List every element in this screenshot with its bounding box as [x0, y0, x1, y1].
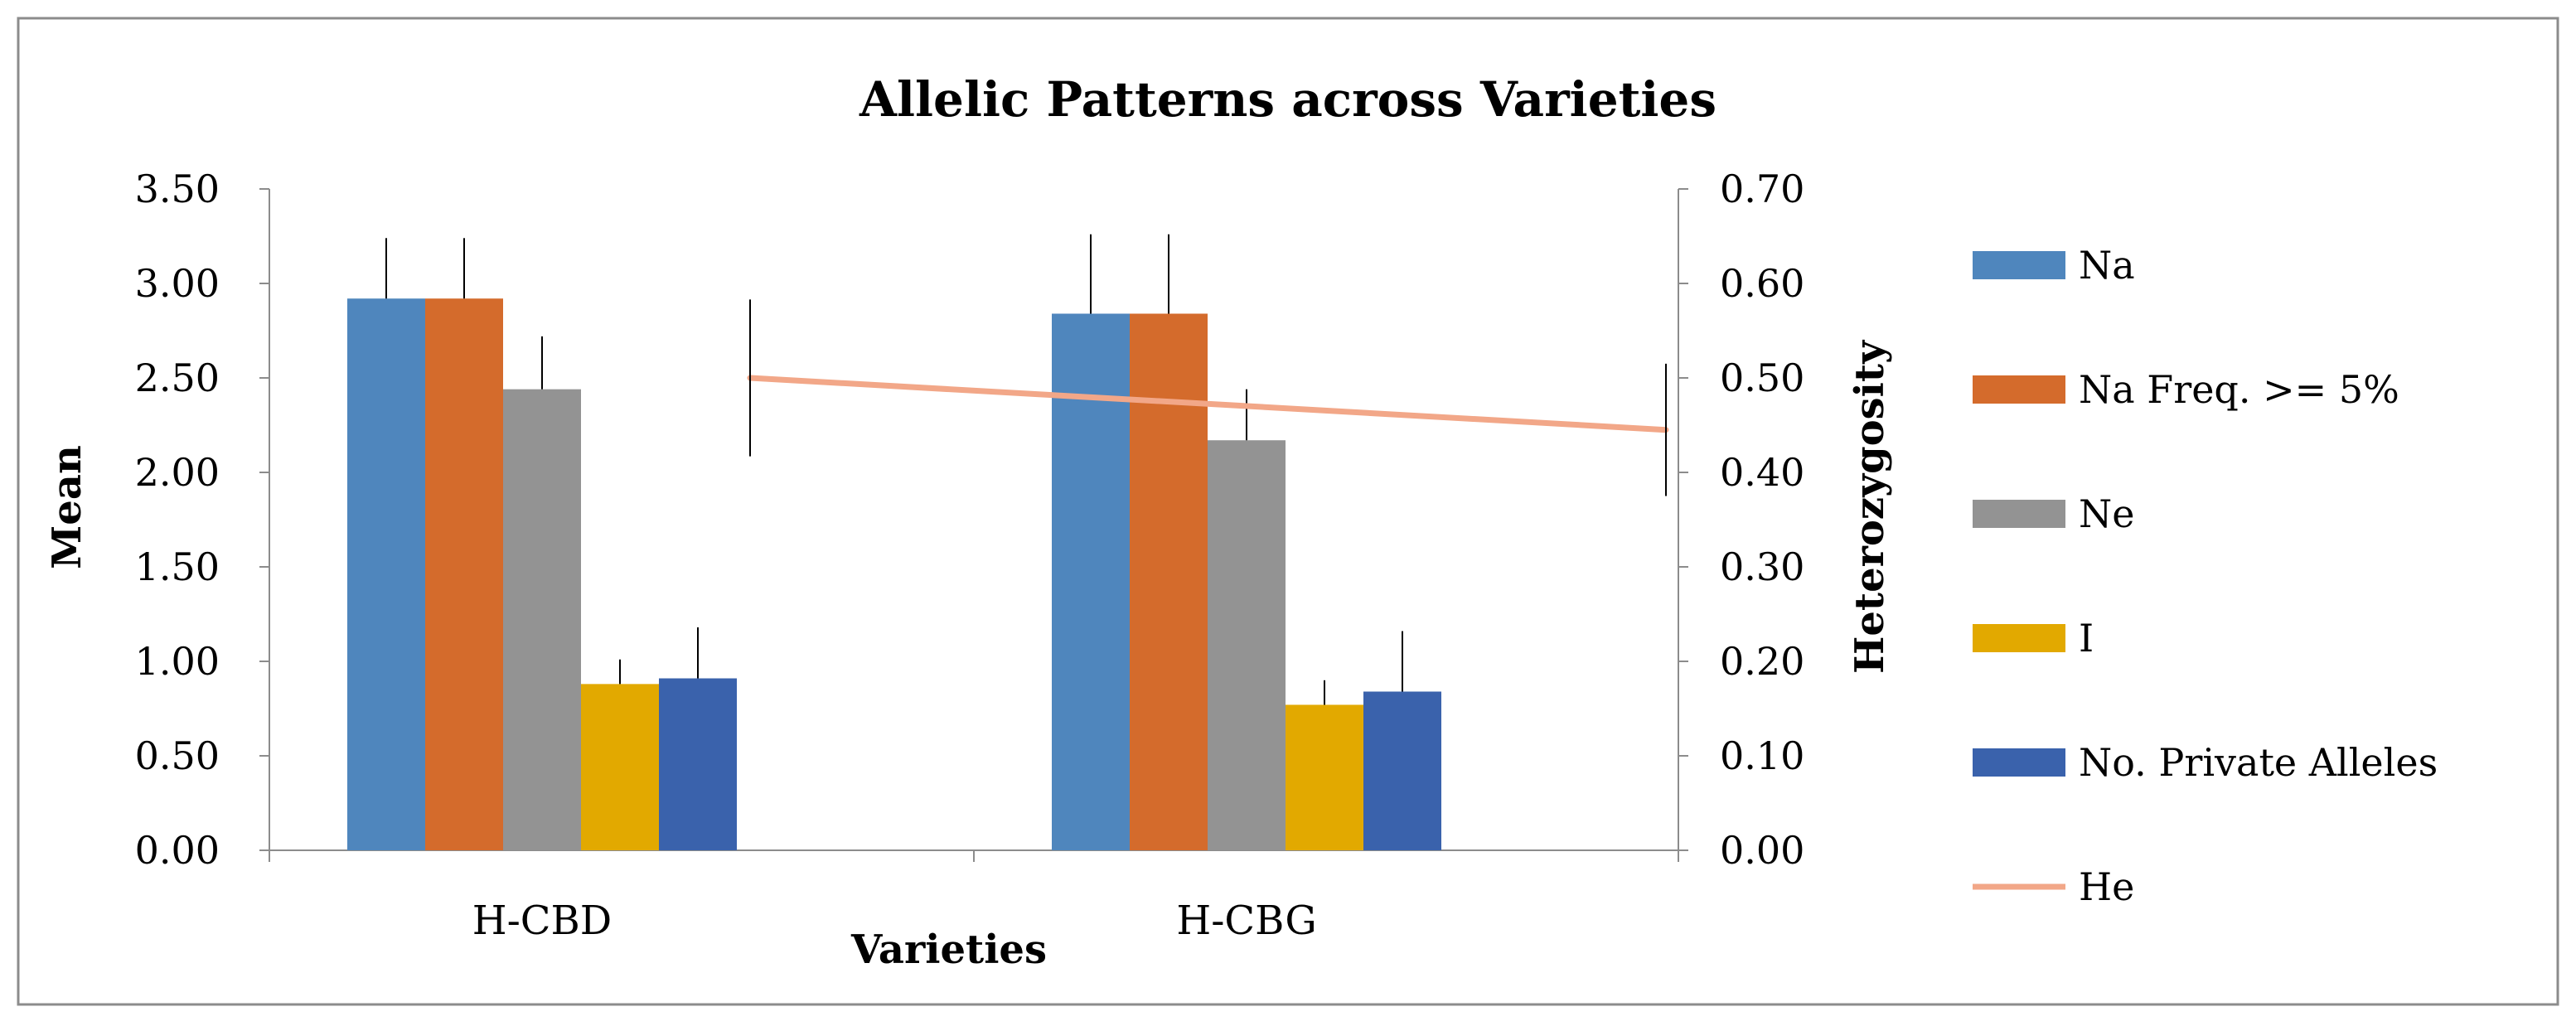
- chart-title: Allelic Patterns across Varieties: [859, 71, 1717, 128]
- legend-swatch-na-freq-5-: [1973, 375, 2065, 404]
- y-tick-label: 1.50: [135, 544, 220, 589]
- y2-tick-label: 0.30: [1720, 544, 1804, 589]
- legend-swatch-i: [1973, 624, 2065, 652]
- y-tick-label: 3.50: [135, 167, 220, 211]
- legend-label-i: I: [2079, 616, 2094, 661]
- legend-label-ne: Ne: [2079, 491, 2134, 536]
- bar-na-freq-5-: [1130, 313, 1208, 851]
- x-category-label: H-CBD: [472, 898, 613, 944]
- y-tick-label: 1.00: [135, 639, 220, 684]
- legend-label-na: Na: [2079, 243, 2135, 288]
- legend-label-no-private-alleles: No. Private Alleles: [2079, 740, 2438, 785]
- legend-label-he: He: [2079, 864, 2134, 909]
- y-tick-label: 2.50: [135, 356, 220, 400]
- y2-tick-label: 0.10: [1720, 733, 1804, 778]
- y2-tick-label: 0.20: [1720, 639, 1804, 684]
- legend-swatch-no-private-alleles: [1973, 748, 2065, 777]
- y-axis-title: Mean: [44, 445, 90, 569]
- bar-ne: [503, 389, 581, 850]
- bar-na: [1052, 313, 1130, 851]
- bar-no-private-alleles: [1363, 691, 1441, 850]
- legend-swatch-na: [1973, 251, 2065, 279]
- x-category-label: H-CBG: [1176, 898, 1316, 944]
- legend-swatch-ne: [1973, 500, 2065, 528]
- y2-axis-title: Heterozygosity: [1847, 339, 1893, 674]
- legend-label-na-freq-5-: Na Freq. >= 5%: [2079, 367, 2399, 412]
- y2-tick-label: 0.60: [1720, 261, 1804, 306]
- bar-na: [347, 298, 425, 850]
- y-tick-label: 0.00: [135, 828, 220, 873]
- bar-i: [581, 684, 659, 850]
- y2-tick-label: 0.70: [1720, 167, 1804, 211]
- bar-no-private-alleles: [659, 678, 737, 850]
- bar-i: [1286, 704, 1363, 850]
- legend: Na Na Freq. >= 5% Ne I No. Private Alleles He: [1973, 243, 2438, 909]
- plot-area: 0.00 0.50 1.00 1.50 2.00 2.50 3.00 3.50 0.00 0.10…: [135, 167, 1805, 944]
- y2-tick-label: 0.40: [1720, 450, 1804, 495]
- y-tick-label: 2.00: [135, 450, 220, 495]
- y-tick-label: 0.50: [135, 733, 220, 778]
- bar-ne: [1208, 440, 1286, 850]
- bar-na-freq-5-: [425, 298, 503, 850]
- x-axis-title: Varieties: [850, 927, 1047, 973]
- y2-tick-label: 0.50: [1720, 356, 1804, 400]
- y2-tick-label: 0.00: [1720, 828, 1804, 873]
- y-tick-label: 3.00: [135, 261, 220, 306]
- line-he: [747, 375, 1669, 433]
